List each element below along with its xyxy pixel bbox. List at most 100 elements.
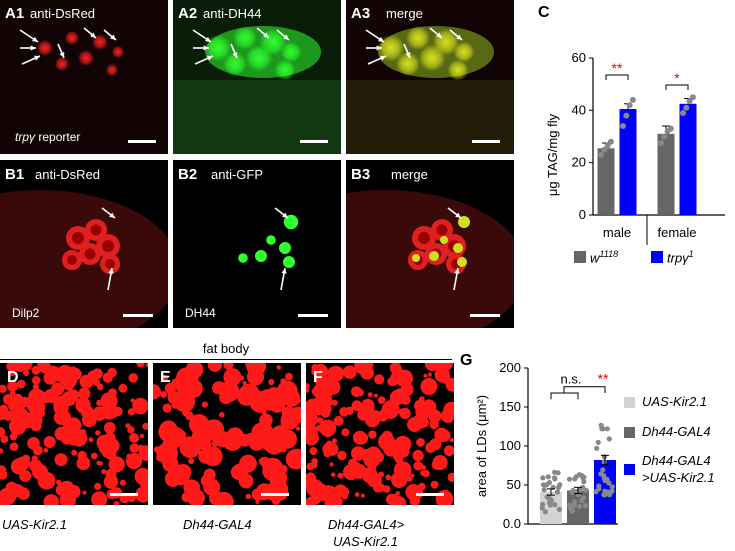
lipid-droplet: [103, 421, 116, 434]
lipid-droplet: [410, 473, 415, 478]
lipid-droplet: [27, 437, 40, 450]
lipid-droplet: [306, 382, 310, 390]
arrowhead: [108, 268, 114, 274]
lipid-droplet: [32, 383, 39, 390]
nucleus: [436, 224, 448, 236]
lipid-droplet: [337, 450, 347, 461]
lipid-droplet: [105, 406, 110, 411]
lipid-droplet: [53, 410, 69, 425]
lipid-droplet: [316, 417, 324, 424]
cell: [36, 39, 54, 57]
chart-g: 0.0 50 100 150 200 n.s. ** area of LDs (μm²): [474, 360, 618, 531]
lipid-droplet: [160, 375, 168, 383]
cell: [64, 30, 80, 46]
lipid-droplet: [422, 469, 430, 478]
arrowhead: [232, 52, 238, 58]
lipid-droplet: [449, 437, 454, 443]
lipid-droplet: [107, 367, 117, 378]
lipid-droplet: [285, 448, 301, 470]
lipid-droplet: [313, 363, 329, 379]
legend-label-uas-kir: UAS-Kir2.1: [642, 394, 708, 409]
lipid-droplet: [406, 476, 413, 482]
lipid-droplet: [431, 459, 442, 470]
panel-label: A3: [351, 5, 371, 22]
lipid-droplet: [94, 482, 102, 491]
lipid-droplet: [354, 492, 360, 497]
data-point: [601, 459, 607, 465]
legend-swatch-uas-kir: [624, 397, 635, 408]
lipid-droplet: [430, 480, 439, 489]
lipid-droplet: [331, 399, 338, 406]
lipid-droplet: [160, 391, 167, 398]
lipid-droplet: [143, 453, 148, 460]
lipid-droplet: [95, 430, 101, 436]
legend-swatch-w1118: [574, 251, 586, 263]
lipid-droplet: [28, 398, 46, 416]
data-point: [686, 98, 693, 105]
lipid-droplet: [191, 374, 199, 382]
panel-title: anti-DsRed: [35, 167, 101, 182]
data-point: [580, 495, 587, 501]
legend-swatch-dh44-kir: [624, 464, 635, 475]
nucleus: [67, 255, 77, 265]
arrowhead: [263, 32, 269, 38]
lipid-droplet: [54, 453, 68, 467]
data-point: [545, 474, 551, 480]
lipid-droplet: [9, 390, 16, 396]
micrograph-b3: [346, 160, 514, 328]
lipid-droplet: [285, 372, 293, 381]
y-tick-label: 40: [572, 102, 586, 117]
lipid-droplet: [328, 365, 344, 382]
lipid-droplet: [337, 472, 344, 479]
legend-label-dh44-kir-line2: >UAS-Kir2.1: [642, 470, 715, 485]
cell: [453, 243, 463, 253]
lipid-droplet: [125, 423, 131, 429]
panel-a3: A3 merge: [346, 0, 514, 154]
lipid-droplet: [423, 373, 428, 378]
data-point: [667, 125, 674, 132]
y-tick-label: 100: [499, 438, 521, 453]
lipid-droplet: [420, 378, 438, 395]
lipid-droplet: [333, 415, 344, 426]
lipid-droplet: [259, 423, 273, 437]
significance-star: **: [598, 371, 609, 387]
lipid-droplet: [90, 452, 98, 460]
lipid-droplet: [447, 472, 454, 482]
legend-swatch-dh44-gal4: [624, 427, 635, 438]
lipid-droplet: [96, 460, 101, 466]
panel-bottom-text: DH44: [185, 306, 216, 320]
data-point: [546, 480, 552, 486]
lipid-droplet: [390, 373, 396, 379]
fat-body-header: fat body: [202, 341, 250, 356]
data-point: [683, 104, 690, 111]
data-point: [580, 484, 586, 490]
data-point: [552, 502, 558, 508]
panel-title: merge: [386, 6, 423, 21]
lipid-droplet: [398, 408, 405, 415]
scale-bar: [128, 140, 156, 143]
lipid-droplet: [11, 431, 16, 436]
y-tick-label: 0.0: [503, 516, 521, 531]
y-axis-label: μg TAG/mg fly: [545, 113, 560, 196]
cell: [447, 59, 469, 81]
cell: [440, 236, 448, 244]
arrowhead: [405, 52, 411, 58]
data-point: [601, 492, 607, 498]
cell: [266, 235, 276, 245]
arrowhead: [32, 36, 38, 42]
lipid-droplet: [439, 372, 451, 384]
scale-bar: [123, 314, 153, 317]
nucleus: [105, 259, 115, 269]
cell: [54, 56, 70, 72]
bar: [540, 492, 562, 524]
arrowhead: [34, 55, 40, 61]
data-point: [609, 484, 615, 490]
lipid-droplet: [19, 470, 32, 482]
data-point: [566, 476, 573, 482]
lipid-droplet: [139, 486, 147, 494]
lipid-droplet: [71, 449, 78, 456]
lipid-droplet: [0, 448, 4, 454]
lipid-droplet: [30, 416, 36, 421]
lipid-droplet: [137, 444, 144, 451]
lipid-droplet: [405, 484, 422, 501]
